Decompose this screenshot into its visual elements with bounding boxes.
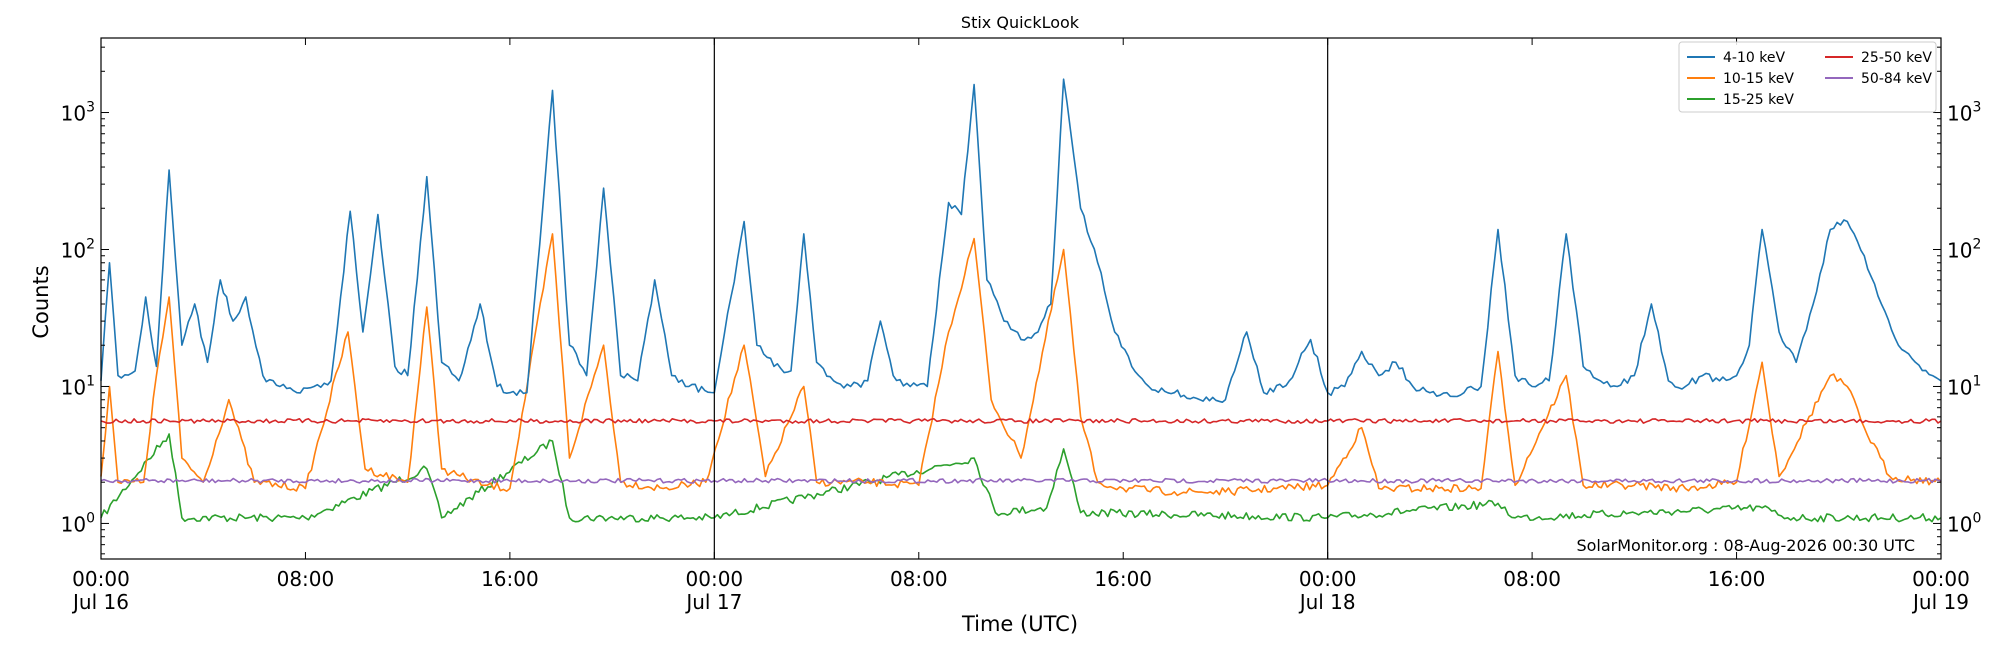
x-tick-label: 16:00 [481, 567, 539, 591]
x-tick-label: 08:00 [890, 567, 948, 591]
y-tick-label: 100 [61, 510, 95, 536]
y-tick-label: 103 [1947, 100, 1981, 126]
x-tick-label: 08:00 [277, 567, 335, 591]
x-tick-label: 00:00 [1912, 567, 1970, 591]
y-axis-right: 100 101 102 103 [1933, 46, 1981, 555]
legend-entry: 10-15 keV [1723, 71, 1794, 87]
y-tick-label: 100 [1947, 510, 1981, 536]
y-tick-label: 101 [1947, 373, 1981, 399]
legend-entry: 25-50 keV [1861, 50, 1932, 66]
series-line-50-84-keV [100, 477, 1942, 484]
x-tick-date-label: Jul 16 [71, 590, 129, 614]
x-tick-date-label: Jul 19 [1911, 590, 1969, 614]
x-tick-date-label: Jul 17 [684, 590, 742, 614]
series-line-10-15-keV [100, 233, 1942, 497]
x-tick-label: 16:00 [1094, 567, 1152, 591]
legend-entry: 50-84 keV [1861, 71, 1932, 87]
legend-box [1678, 41, 1937, 113]
x-tick-label: 16:00 [1708, 567, 1766, 591]
y-tick-label: 103 [61, 100, 95, 126]
x-tick-label: 00:00 [686, 567, 744, 591]
legend-entry: 15-25 keV [1723, 92, 1794, 108]
x-axis-label: Time (UTC) [961, 612, 1078, 636]
y-tick-label: 102 [1947, 236, 1981, 262]
chart-title: Stix QuickLook [961, 13, 1080, 32]
x-tick-label: 00:00 [72, 567, 130, 591]
x-tick-label: 00:00 [1299, 567, 1357, 591]
series-line-25-50-keV [100, 418, 1942, 424]
series-layer [100, 78, 1942, 523]
plot-background [101, 38, 1941, 559]
x-tick-date-label: Jul 18 [1298, 590, 1356, 614]
x-tick-label: 08:00 [1503, 567, 1561, 591]
y-axis-label: Counts [29, 265, 53, 338]
plot-area [100, 37, 1942, 560]
y-tick-label: 101 [61, 373, 95, 399]
source-annotation: SolarMonitor.org : 08-Aug-2026 00:30 UTC [1576, 536, 1915, 555]
legend: 4-10 keV 10-15 keV 15-25 keV 25-50 keV 50-84… [1678, 41, 1937, 113]
series-line-4-10-keV [100, 78, 1942, 403]
day-marker-layer [713, 38, 1329, 559]
y-axis-left: 100 101 102 103 [61, 46, 109, 555]
plot-frame [100, 37, 1942, 560]
y-tick-label: 102 [61, 236, 95, 262]
legend-entry: 4-10 keV [1723, 50, 1785, 66]
